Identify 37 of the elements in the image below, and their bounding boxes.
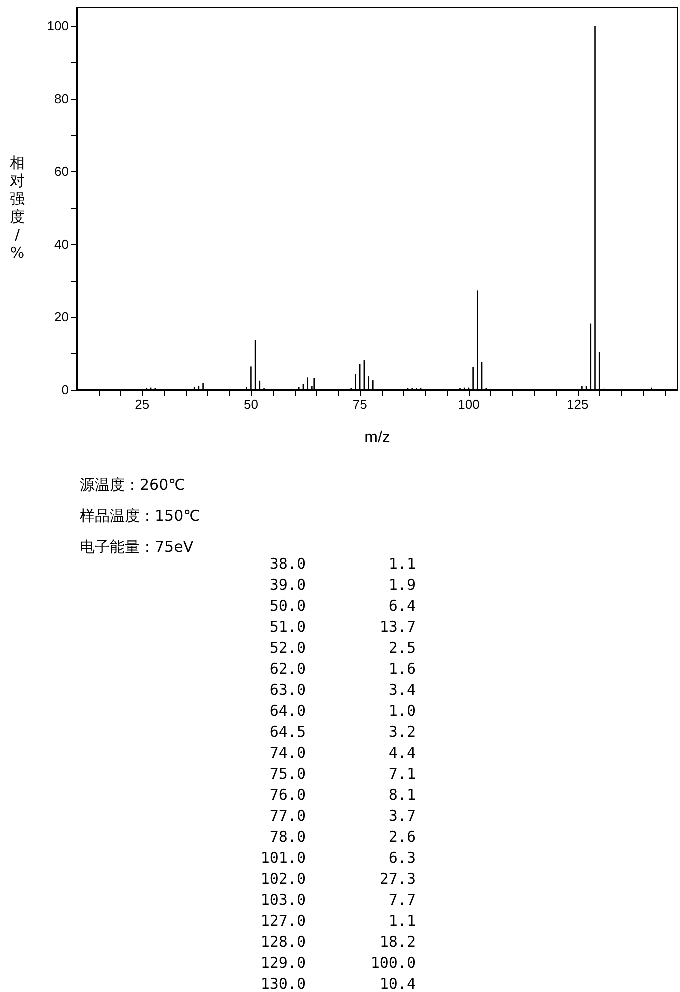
y-tick-label: 100 bbox=[47, 18, 69, 34]
text: 50.0 6.4 bbox=[270, 597, 416, 615]
text: 76.0 8.1 bbox=[270, 786, 416, 804]
x-tick-label: 50 bbox=[244, 397, 258, 412]
text: 74.0 4.4 bbox=[270, 744, 416, 762]
y-tick-label: 60 bbox=[54, 164, 69, 180]
y-tick-label: 0 bbox=[62, 382, 69, 398]
text: 78.0 2.6 bbox=[270, 828, 416, 846]
y-tick-label: 20 bbox=[54, 310, 69, 325]
x-tick-label: 25 bbox=[135, 397, 150, 412]
x-tick-label: 100 bbox=[458, 397, 480, 412]
text: 38.0 1.1 bbox=[270, 555, 416, 573]
text: 102.0 27.3 bbox=[260, 870, 416, 888]
x-axis-title: m/z bbox=[364, 430, 390, 446]
text: 51.0 13.7 bbox=[270, 618, 416, 636]
x-tick-label: 125 bbox=[566, 397, 589, 412]
text: 128.0 18.2 bbox=[260, 933, 416, 951]
y-tick-label: 80 bbox=[54, 91, 69, 106]
text: 130.0 10.4 bbox=[260, 975, 416, 992]
text: 39.0 1.9 bbox=[270, 576, 416, 594]
x-tick-label: 75 bbox=[352, 397, 368, 412]
y-axis-title: 相对强度/% bbox=[10, 154, 25, 262]
text: 64.0 1.0 bbox=[270, 702, 416, 720]
text: 127.0 1.1 bbox=[260, 912, 416, 930]
text: 103.0 7.7 bbox=[260, 891, 416, 909]
text: 64.5 3.2 bbox=[270, 723, 416, 741]
text: 101.0 6.3 bbox=[260, 849, 416, 867]
text: 63.0 3.4 bbox=[270, 681, 416, 699]
text: 75.0 7.1 bbox=[270, 765, 416, 783]
text: 源温度：260℃ bbox=[80, 476, 186, 495]
text: 电子能量：75eV bbox=[80, 538, 194, 557]
text: 77.0 3.7 bbox=[270, 807, 416, 825]
text: 样品温度：150℃ bbox=[80, 507, 200, 526]
y-tick-label: 40 bbox=[54, 236, 69, 252]
text: 52.0 2.5 bbox=[270, 639, 416, 657]
text: 129.0 100.0 bbox=[260, 954, 416, 972]
text: 62.0 1.6 bbox=[270, 660, 416, 678]
